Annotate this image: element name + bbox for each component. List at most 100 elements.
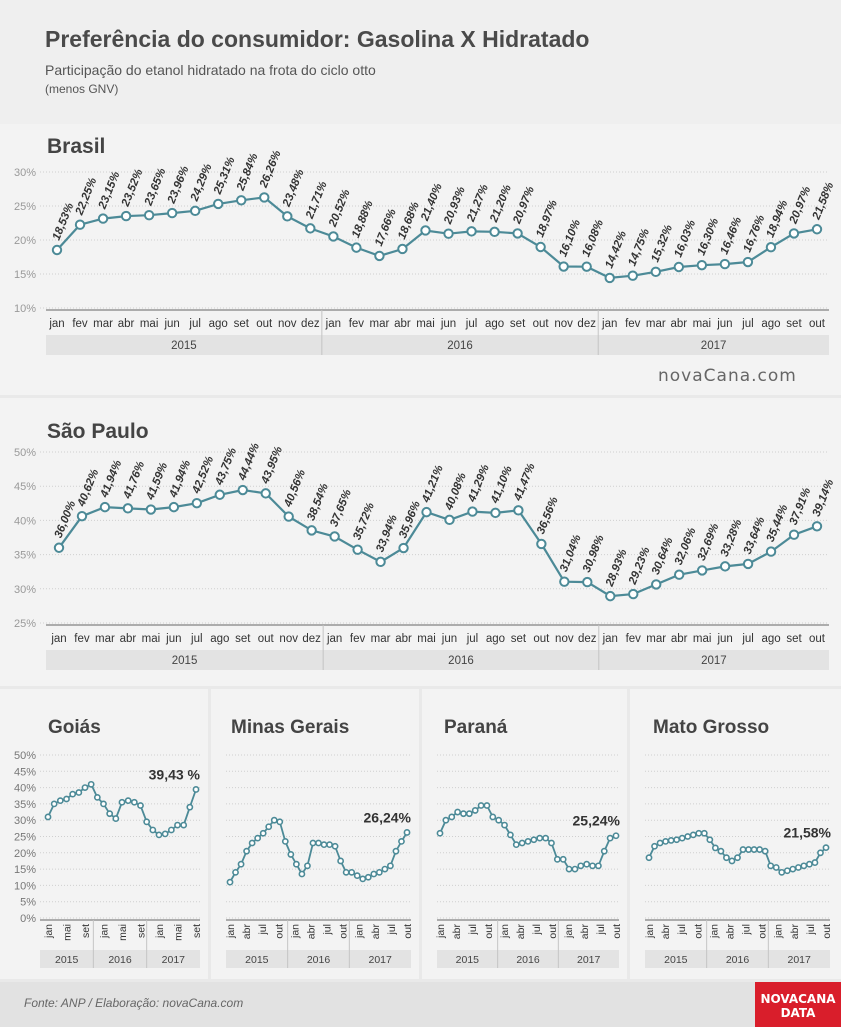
brasil-data-label: 18,94% — [765, 199, 791, 240]
parana-data-point — [448, 813, 456, 821]
saopaulo-data-label: 41,94% — [98, 459, 124, 501]
saopaulo-data-point — [99, 501, 111, 513]
minasgerais-data-point — [326, 841, 333, 849]
matogrosso-data-point — [745, 846, 752, 853]
matogrosso-data-point — [723, 854, 730, 862]
brasil-data-point — [259, 192, 270, 203]
brasil-month-label: set — [786, 318, 802, 330]
parana-data-point — [589, 862, 596, 870]
brasil-month-label: jan — [601, 318, 617, 330]
brasil-data-label: 21,27% — [465, 183, 491, 225]
brasil-month-label: mai — [140, 318, 159, 330]
minasgerais-data-point — [281, 837, 289, 845]
matogrosso-title: Mato Grosso — [653, 717, 769, 738]
parana-data-point — [518, 839, 526, 847]
brasil-data-point — [696, 259, 708, 271]
matogrosso-month-label: jul — [805, 924, 817, 936]
goias-data-point — [81, 784, 89, 791]
goias-month-label: jan — [43, 924, 55, 939]
saopaulo-data-point — [719, 561, 731, 572]
saopaulo-data-point — [605, 590, 616, 602]
footer: Fonte: ANP / Elaboração: novaCana.com NO… — [0, 982, 841, 1027]
goias-ytick-label: 35% — [14, 799, 36, 811]
parana-data-point — [594, 862, 602, 870]
goias-ytick-label: 10% — [14, 880, 36, 892]
goias-ytick-label: 25% — [14, 832, 36, 844]
parana-data-point — [577, 862, 585, 870]
brasil-month-label: jul — [741, 318, 754, 330]
brasil-month-label: jun — [440, 318, 456, 330]
brasil-month-label: mar — [646, 318, 666, 330]
brasil-data-label: 26,26% — [258, 149, 284, 191]
minasgerais-data-point — [342, 868, 350, 876]
goias-data-point — [137, 802, 144, 809]
saopaulo-data-label: 43,75% — [213, 446, 239, 488]
saopaulo-data-label: 41,59% — [144, 461, 170, 503]
parana-data-point — [553, 855, 561, 863]
saopaulo-month-label: fev — [350, 633, 366, 645]
minasgerais-year-label: 2015 — [245, 954, 269, 966]
brasil-data-point — [627, 270, 638, 281]
saopaulo-data-point — [145, 504, 157, 515]
brasil-ytick-label: 20% — [14, 235, 36, 247]
saopaulo-data-point — [467, 506, 478, 517]
brasil-month-label: dez — [577, 318, 596, 330]
brasil-chart: Brasil30%25%20%15%10%18,53%22,25%23,15%2… — [14, 135, 836, 355]
brasil-data-point — [213, 198, 224, 210]
goias-ytick-label: 5% — [20, 897, 36, 909]
parana-data-point — [471, 807, 479, 814]
minasgerais-data-point — [403, 829, 411, 836]
brasil-ytick-label: 25% — [14, 201, 36, 213]
saopaulo-series-line — [58, 488, 818, 598]
parana-data-point — [477, 802, 485, 809]
matogrosso-data-point — [645, 854, 653, 862]
brasil-month-label: out — [256, 318, 273, 330]
saopaulo-data-label: 32,06% — [673, 526, 699, 567]
brasil-data-point — [489, 226, 500, 238]
brasil-month-label: jun — [163, 318, 179, 330]
goias-data-point — [118, 798, 126, 806]
matogrosso-data-point — [822, 844, 830, 852]
minasgerais-month-label: jan — [289, 924, 301, 939]
saopaulo-data-label: 41,47% — [512, 462, 538, 504]
goias-data-point — [63, 795, 70, 803]
brand-watermark: novaCana.com — [658, 366, 797, 386]
minasgerais-month-label: jul — [257, 924, 269, 936]
source-note: Fonte: ANP / Elaboração: novaCana.com — [24, 996, 244, 1010]
saopaulo-data-point — [811, 521, 823, 532]
brasil-data-label: 21,40% — [419, 182, 445, 224]
saopaulo-data-point — [237, 484, 248, 496]
matogrosso-data-point — [778, 868, 786, 876]
saopaulo-ytick-label: 45% — [14, 481, 36, 493]
saopaulo-data-point — [673, 569, 685, 580]
matogrosso-data-point — [789, 865, 797, 873]
minasgerais-data-point — [370, 870, 378, 878]
minasgerais-year-label: 2017 — [368, 954, 392, 966]
saopaulo-data-point — [788, 529, 800, 540]
brasil-month-label: set — [234, 318, 250, 330]
matogrosso-data-point — [739, 846, 747, 853]
minasgerais-data-point — [309, 839, 317, 847]
matogrosso-panel: Mato Grosso 21,58% jan abr jul out jan abr jul ou… — [630, 689, 841, 979]
brasil-data-point — [811, 224, 823, 235]
brasil-data-point — [236, 195, 247, 206]
saopaulo-data-point — [352, 544, 363, 555]
parana-month-label: abr — [451, 924, 463, 940]
minasgerais-month-label: abr — [305, 924, 317, 940]
goias-data-point — [87, 780, 95, 788]
saopaulo-data-label: 31,04% — [558, 533, 584, 574]
saopaulo-month-label: dez — [578, 633, 597, 645]
brasil-data-label: 14,75% — [626, 227, 652, 268]
saopaulo-panel: São Paulo 50% 45% 40% 35% 30% 25% 36,00% 40,62% 4… — [0, 398, 841, 686]
parana-month-label: jul — [531, 924, 543, 936]
brasil-data-label: 20,97% — [787, 185, 813, 227]
saopaulo-data-label: 29,23% — [627, 546, 653, 588]
brasil-data-point — [397, 243, 408, 255]
saopaulo-ytick-label: 30% — [14, 584, 36, 596]
minasgerais-data-point — [237, 860, 245, 868]
brasil-data-point — [305, 223, 316, 234]
saopaulo-month-label: mai — [693, 633, 712, 645]
matogrosso-data-point — [783, 867, 791, 875]
matogrosso-month-label: jan — [644, 924, 656, 939]
matogrosso-data-point — [651, 842, 658, 850]
